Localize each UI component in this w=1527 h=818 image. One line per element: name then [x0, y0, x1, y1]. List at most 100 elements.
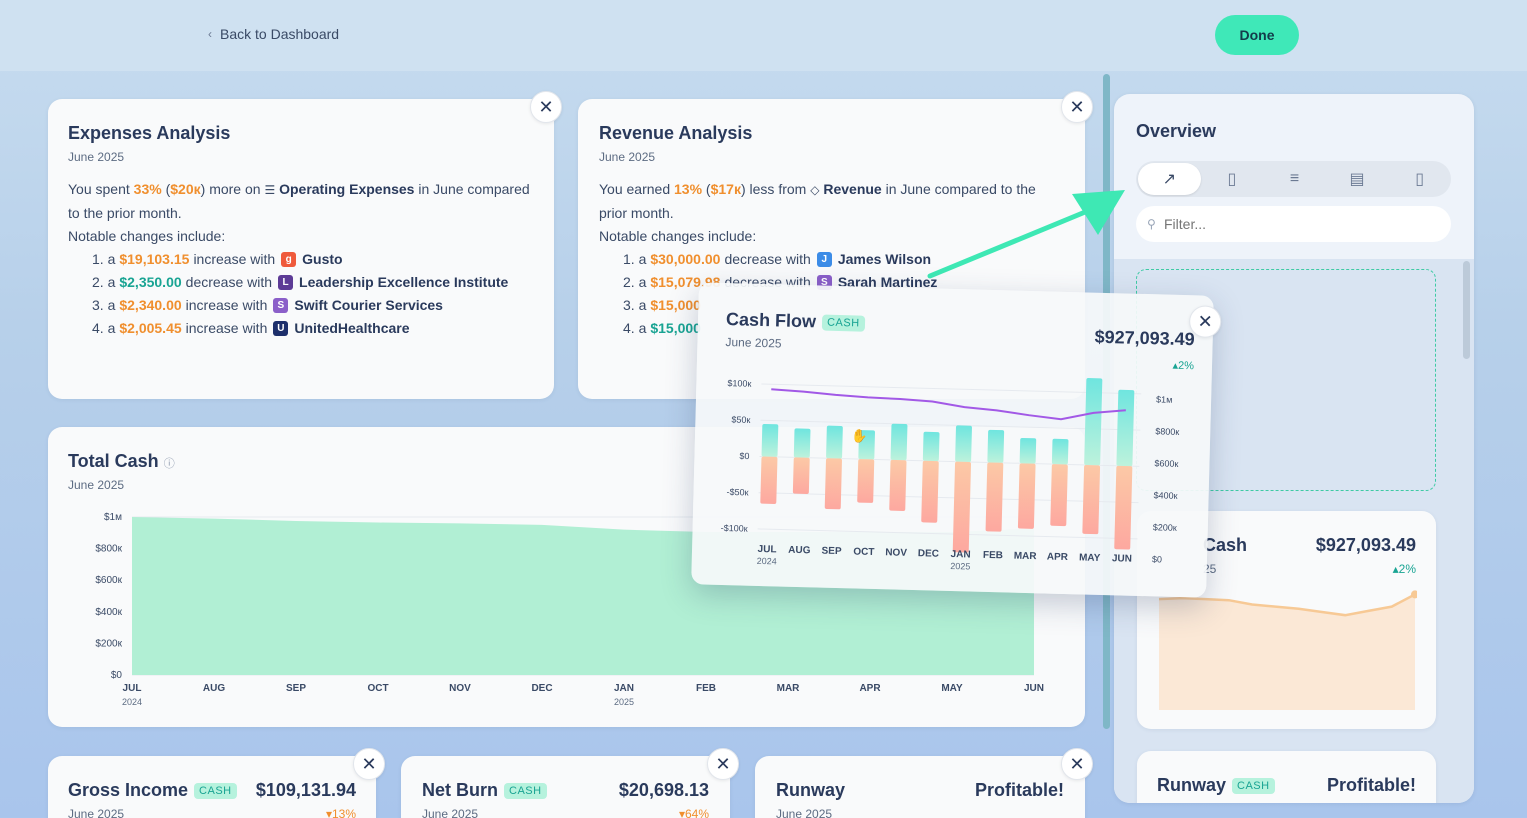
gross-income-period: June 2025 — [68, 807, 125, 818]
gross-income-title-text: Gross Income — [68, 780, 189, 800]
summary-category[interactable]: Revenue — [823, 181, 882, 197]
change-item: 4. a $15,000 — [623, 317, 1064, 340]
hierarchy-icon[interactable]: ▤ — [1349, 171, 1365, 188]
close-expenses-button[interactable]: ✕ — [530, 91, 562, 123]
runway-value: Profitable! — [974, 780, 1064, 800]
tag-icon: ◇ — [810, 183, 820, 197]
summary-category[interactable]: Operating Expenses — [279, 181, 415, 197]
inflow-bar — [858, 430, 875, 460]
gross-income-value: $109,131.94 — [255, 780, 356, 800]
change-item-amount: $15,000 — [650, 297, 701, 313]
left-y-tick-label: -$100к — [721, 523, 748, 534]
x-tick-label: JUN — [1112, 553, 1132, 565]
back-to-dashboard-link[interactable]: ‹ Back to Dashboard — [208, 26, 339, 42]
close-runway-button[interactable]: ✕ — [1061, 748, 1093, 780]
side-scrollbar[interactable] — [1463, 261, 1470, 359]
x-tick-label: FEB — [983, 550, 1003, 562]
change-item-number: 1. a — [92, 251, 116, 267]
change-item-vendor[interactable]: UnitedHealthcare — [294, 320, 410, 336]
grid-line — [761, 383, 1142, 395]
change-item-vendor[interactable]: Leadership Excellence Institute — [299, 274, 509, 290]
right-y-tick-label: $1м — [1156, 394, 1172, 404]
year-label: 2024 — [757, 556, 777, 567]
side-runway-title: Runway CASH — [1157, 775, 1275, 796]
y-tick-label: $1м — [104, 512, 122, 523]
x-tick-label: OCT — [853, 546, 874, 558]
change-item-amount: $2,340.00 — [119, 297, 182, 313]
x-tick-label: FEB — [696, 683, 716, 694]
x-tick-label: APR — [1047, 552, 1069, 564]
net-burn-change: ▾64% — [679, 807, 709, 818]
x-tick-label: NOV — [449, 683, 471, 694]
cash-badge: CASH — [194, 783, 237, 800]
left-y-tick-label: -$50к — [726, 487, 748, 498]
inflow-bar — [1116, 389, 1135, 467]
close-revenue-button[interactable]: ✕ — [1061, 91, 1093, 123]
down-triangle-icon: ▾ — [325, 807, 332, 818]
grid-line — [760, 419, 1141, 431]
left-y-tick-label: $0 — [739, 451, 749, 461]
cash-flow-period: June 2025 — [725, 335, 782, 351]
vendor-logo-icon: L — [278, 275, 294, 290]
view-switcher: ↗ ▯ ≡ ▤ ▯ — [1136, 161, 1451, 197]
notable-label: Notable changes include: — [599, 228, 757, 244]
y-tick-label: $0 — [111, 670, 123, 681]
side-runway-card[interactable]: Runway CASH Profitable! — [1137, 751, 1436, 803]
summary-pct: 33% — [133, 181, 162, 197]
cash-flow-title-text: Cash Flow — [725, 309, 817, 332]
summary-pct: 13% — [674, 181, 703, 197]
side-cash-value: $927,093.49 — [1315, 535, 1416, 555]
expenses-changes-list: 1. a $19,103.15 increase with g Gusto 2. a $2,… — [68, 248, 534, 340]
x-tick-label: JAN — [614, 683, 634, 694]
change-item: 1. a $19,103.15 increase with g Gusto — [92, 248, 534, 271]
y-tick-label: $400к — [95, 607, 122, 618]
outflow-bar — [889, 459, 907, 511]
close-gross-income-button[interactable]: ✕ — [353, 748, 385, 780]
x-tick-label: JAN — [950, 549, 970, 561]
cash-flow-title: Cash Flow CASH — [726, 309, 865, 334]
inflow-bar — [1084, 378, 1103, 466]
change-item-vendor[interactable]: Swift Courier Services — [294, 297, 443, 313]
change-item: 1. a $30,000.00 decrease with J James Wilson — [623, 248, 1064, 271]
cash-line — [1158, 593, 1416, 617]
grid-line — [757, 528, 1138, 540]
year-label: 2024 — [122, 697, 142, 707]
change-item: 3. a $2,340.00 increase with S Swift Courier… — [92, 294, 534, 317]
expenses-period: June 2025 — [68, 150, 125, 164]
change-item-amount: $19,103.15 — [119, 251, 190, 267]
change-item-direction: increase with — [185, 297, 268, 313]
change-item-vendor[interactable]: James Wilson — [837, 251, 932, 267]
inflow-bar — [922, 431, 940, 462]
summary-text: less from — [749, 181, 807, 197]
balance-line — [771, 388, 1126, 421]
info-icon[interactable]: ⓘ — [163, 458, 175, 470]
inflow-bar — [1051, 438, 1069, 465]
net-burn-title-text: Net Burn — [422, 780, 498, 800]
cash-flow-card-dragging[interactable]: Cash Flow CASH June 2025 $927,093.49 ▴2% … — [691, 282, 1222, 598]
right-y-tick-label: $800к — [1155, 426, 1179, 437]
side-cash-change-value: 2% — [1398, 562, 1416, 576]
summary-text: You earned — [599, 181, 671, 197]
change-item-amount: $2,350.00 — [119, 274, 182, 290]
done-button[interactable]: Done — [1215, 15, 1299, 55]
overview-title: Overview — [1136, 121, 1217, 141]
change-item-direction: decrease with — [724, 251, 811, 267]
outflow-bar — [1050, 464, 1068, 527]
x-tick-label: MAY — [1079, 552, 1101, 564]
summary-text: You spent — [68, 181, 130, 197]
notable-label: Notable changes include: — [68, 228, 226, 244]
close-net-burn-button[interactable]: ✕ — [707, 748, 739, 780]
outflow-bar — [952, 461, 972, 553]
filter-input[interactable] — [1136, 206, 1451, 242]
change-item-vendor[interactable]: Gusto — [302, 251, 343, 267]
right-y-tick-label: $400к — [1153, 490, 1177, 501]
outflow-bar — [824, 458, 842, 510]
revenue-title: Revenue Analysis — [599, 123, 753, 143]
cash-end-point — [1411, 590, 1417, 599]
paint-roller-icon[interactable]: ▯ — [1415, 171, 1425, 188]
inflow-bar — [955, 425, 972, 462]
document-icon[interactable]: ▯ — [1227, 171, 1237, 188]
trend-chart-icon[interactable]: ↗ — [1138, 163, 1201, 195]
cash-badge: CASH — [821, 314, 865, 332]
list-icon[interactable]: ≡ — [1289, 170, 1300, 187]
